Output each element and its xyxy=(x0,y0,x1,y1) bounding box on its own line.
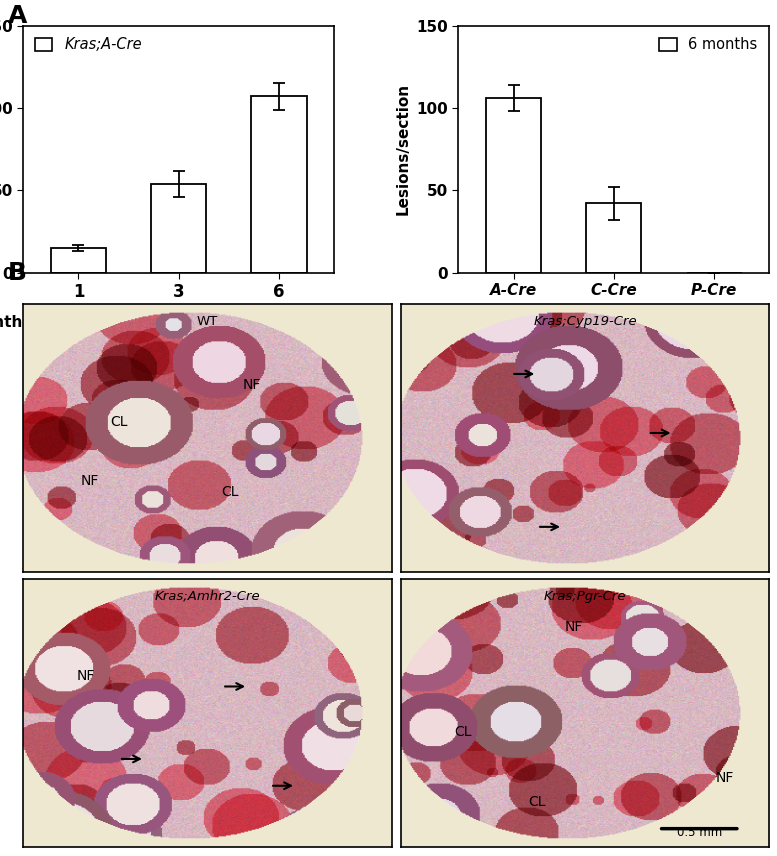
Bar xyxy=(587,204,641,272)
Legend: 6 months: 6 months xyxy=(655,33,762,56)
Text: Kras;Pgr-Cre: Kras;Pgr-Cre xyxy=(544,590,626,603)
Text: NF: NF xyxy=(716,770,734,785)
Text: NF: NF xyxy=(565,621,584,634)
Text: month(s):: month(s): xyxy=(0,315,52,330)
Legend: Kras;A-Cre: Kras;A-Cre xyxy=(30,33,146,56)
Text: NF: NF xyxy=(77,669,95,683)
Text: Kras;Amhr2-Cre: Kras;Amhr2-Cre xyxy=(155,590,260,603)
Text: WT: WT xyxy=(197,315,218,328)
Text: CL: CL xyxy=(528,795,546,809)
Bar xyxy=(51,248,106,272)
Text: A: A xyxy=(8,4,27,28)
Bar xyxy=(486,98,541,272)
Y-axis label: Lesions/section: Lesions/section xyxy=(395,83,411,215)
Text: Kras;Cyp19-Cre: Kras;Cyp19-Cre xyxy=(533,315,637,328)
Text: 0.5 mm: 0.5 mm xyxy=(677,826,722,840)
Text: B: B xyxy=(8,261,26,285)
Text: NF: NF xyxy=(81,474,99,488)
Bar xyxy=(252,97,307,272)
Bar xyxy=(152,184,206,272)
Text: NF: NF xyxy=(242,377,261,392)
Text: CL: CL xyxy=(221,485,239,499)
Text: CL: CL xyxy=(110,415,128,429)
Text: CL: CL xyxy=(455,725,472,739)
